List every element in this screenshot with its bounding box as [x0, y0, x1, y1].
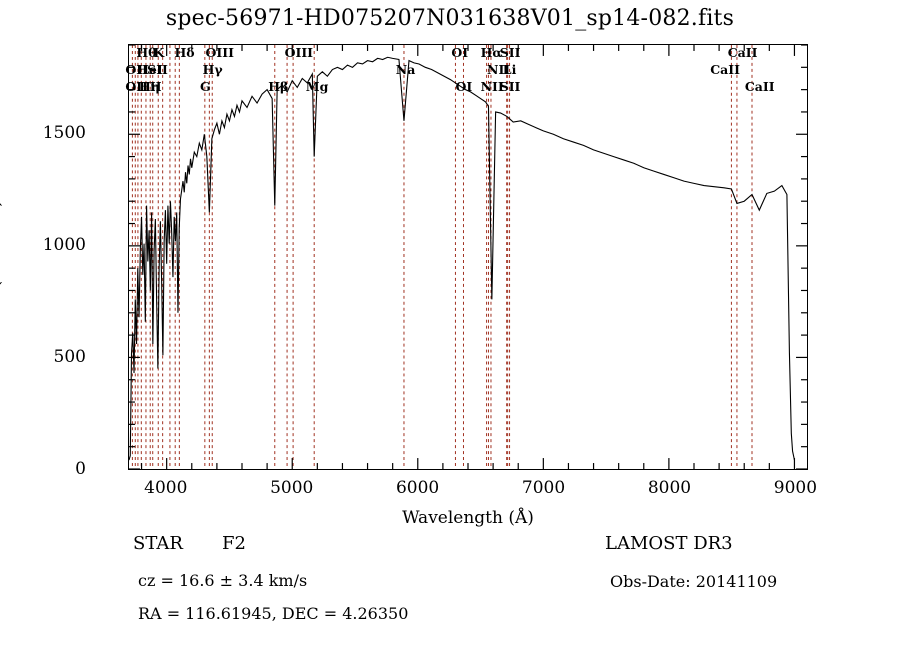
spectrum-canvas: [129, 45, 807, 469]
label-OIII-1: OIII: [205, 45, 234, 60]
label-CaII-3: CaII: [744, 79, 775, 94]
y-tick-label: 1000: [42, 234, 86, 255]
label-NII-1: NII: [487, 62, 511, 77]
y-axis-label: Flux (relative): [0, 199, 4, 337]
label-CaII-1: CaII: [727, 45, 758, 60]
label-Htheta: Hθ: [136, 45, 157, 60]
label-SII-3: SII: [499, 79, 521, 94]
label-K: K: [153, 45, 165, 60]
label-Hgamma: Hγ: [202, 62, 223, 77]
x-tick-label: 6000: [395, 478, 440, 498]
label-OI-2: OI: [455, 79, 473, 94]
label-G: G: [200, 79, 211, 94]
survey-label: LAMOST DR3: [605, 533, 733, 554]
label-OII-2: OII: [125, 79, 148, 94]
label-H: H: [149, 79, 162, 94]
label-Hdelta: Hδ: [174, 45, 195, 60]
label-Heta: Hη: [139, 79, 160, 94]
label-Mg: Mg: [305, 79, 329, 94]
label-OIII-2: OIII: [284, 45, 314, 60]
label-Li: Li: [502, 62, 517, 77]
label-OI-1: OI: [451, 45, 469, 60]
y-tick-label: 1500: [42, 122, 86, 143]
redshift-velocity-label: cz = 16.6 ± 3.4 km/s: [138, 571, 308, 590]
spectral-line-markers: [131, 45, 753, 469]
spectral-class-label: F2: [222, 533, 246, 554]
x-tick-label: 8000: [647, 478, 692, 498]
x-tick-label: 5000: [270, 478, 314, 498]
axis-ticks: [129, 45, 807, 469]
x-tick-label: 9000: [773, 478, 818, 498]
label-CaII-2: CaII: [710, 62, 740, 77]
label-SII-2: SII: [147, 62, 168, 77]
x-tick-label: 4000: [144, 478, 188, 498]
label-Hbeta: Hβ: [268, 79, 289, 94]
label-OII-1: OII: [125, 62, 148, 77]
coordinates-label: RA = 116.61945, DEC = 4.26350: [138, 604, 409, 623]
label-HeI: HeI: [137, 62, 163, 77]
x-tick-label: 7000: [521, 478, 566, 498]
obs-date-label: Obs-Date: 20141109: [610, 572, 778, 591]
page-title: spec-56971-HD075207N031638V01_sp14-082.f…: [165, 6, 735, 31]
label-Halpha: Hα: [480, 45, 503, 60]
label-Na: Na: [395, 62, 416, 77]
x-axis-label: Wavelength (Å): [402, 508, 534, 528]
y-tick-label: 0: [75, 459, 86, 479]
label-NII-2: NII: [480, 79, 504, 94]
label-SII-1: SII: [499, 45, 521, 60]
y-tick-label: 500: [53, 346, 86, 367]
object-type-label: STAR: [133, 533, 183, 554]
plot-area: [128, 44, 808, 470]
spectrum-trace: [129, 56, 795, 461]
